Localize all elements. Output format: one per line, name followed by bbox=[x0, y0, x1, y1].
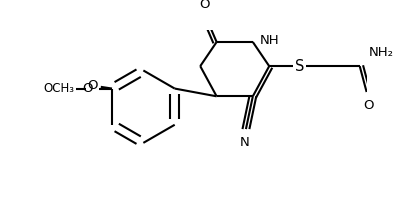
Text: NH: NH bbox=[260, 34, 279, 47]
Text: OCH₃: OCH₃ bbox=[43, 82, 74, 95]
Text: O: O bbox=[199, 0, 210, 11]
Text: O: O bbox=[363, 99, 374, 112]
Text: O: O bbox=[88, 79, 98, 92]
Text: NH₂: NH₂ bbox=[368, 46, 393, 59]
Text: N: N bbox=[239, 136, 249, 149]
Text: O: O bbox=[82, 82, 93, 95]
Text: S: S bbox=[295, 59, 304, 74]
